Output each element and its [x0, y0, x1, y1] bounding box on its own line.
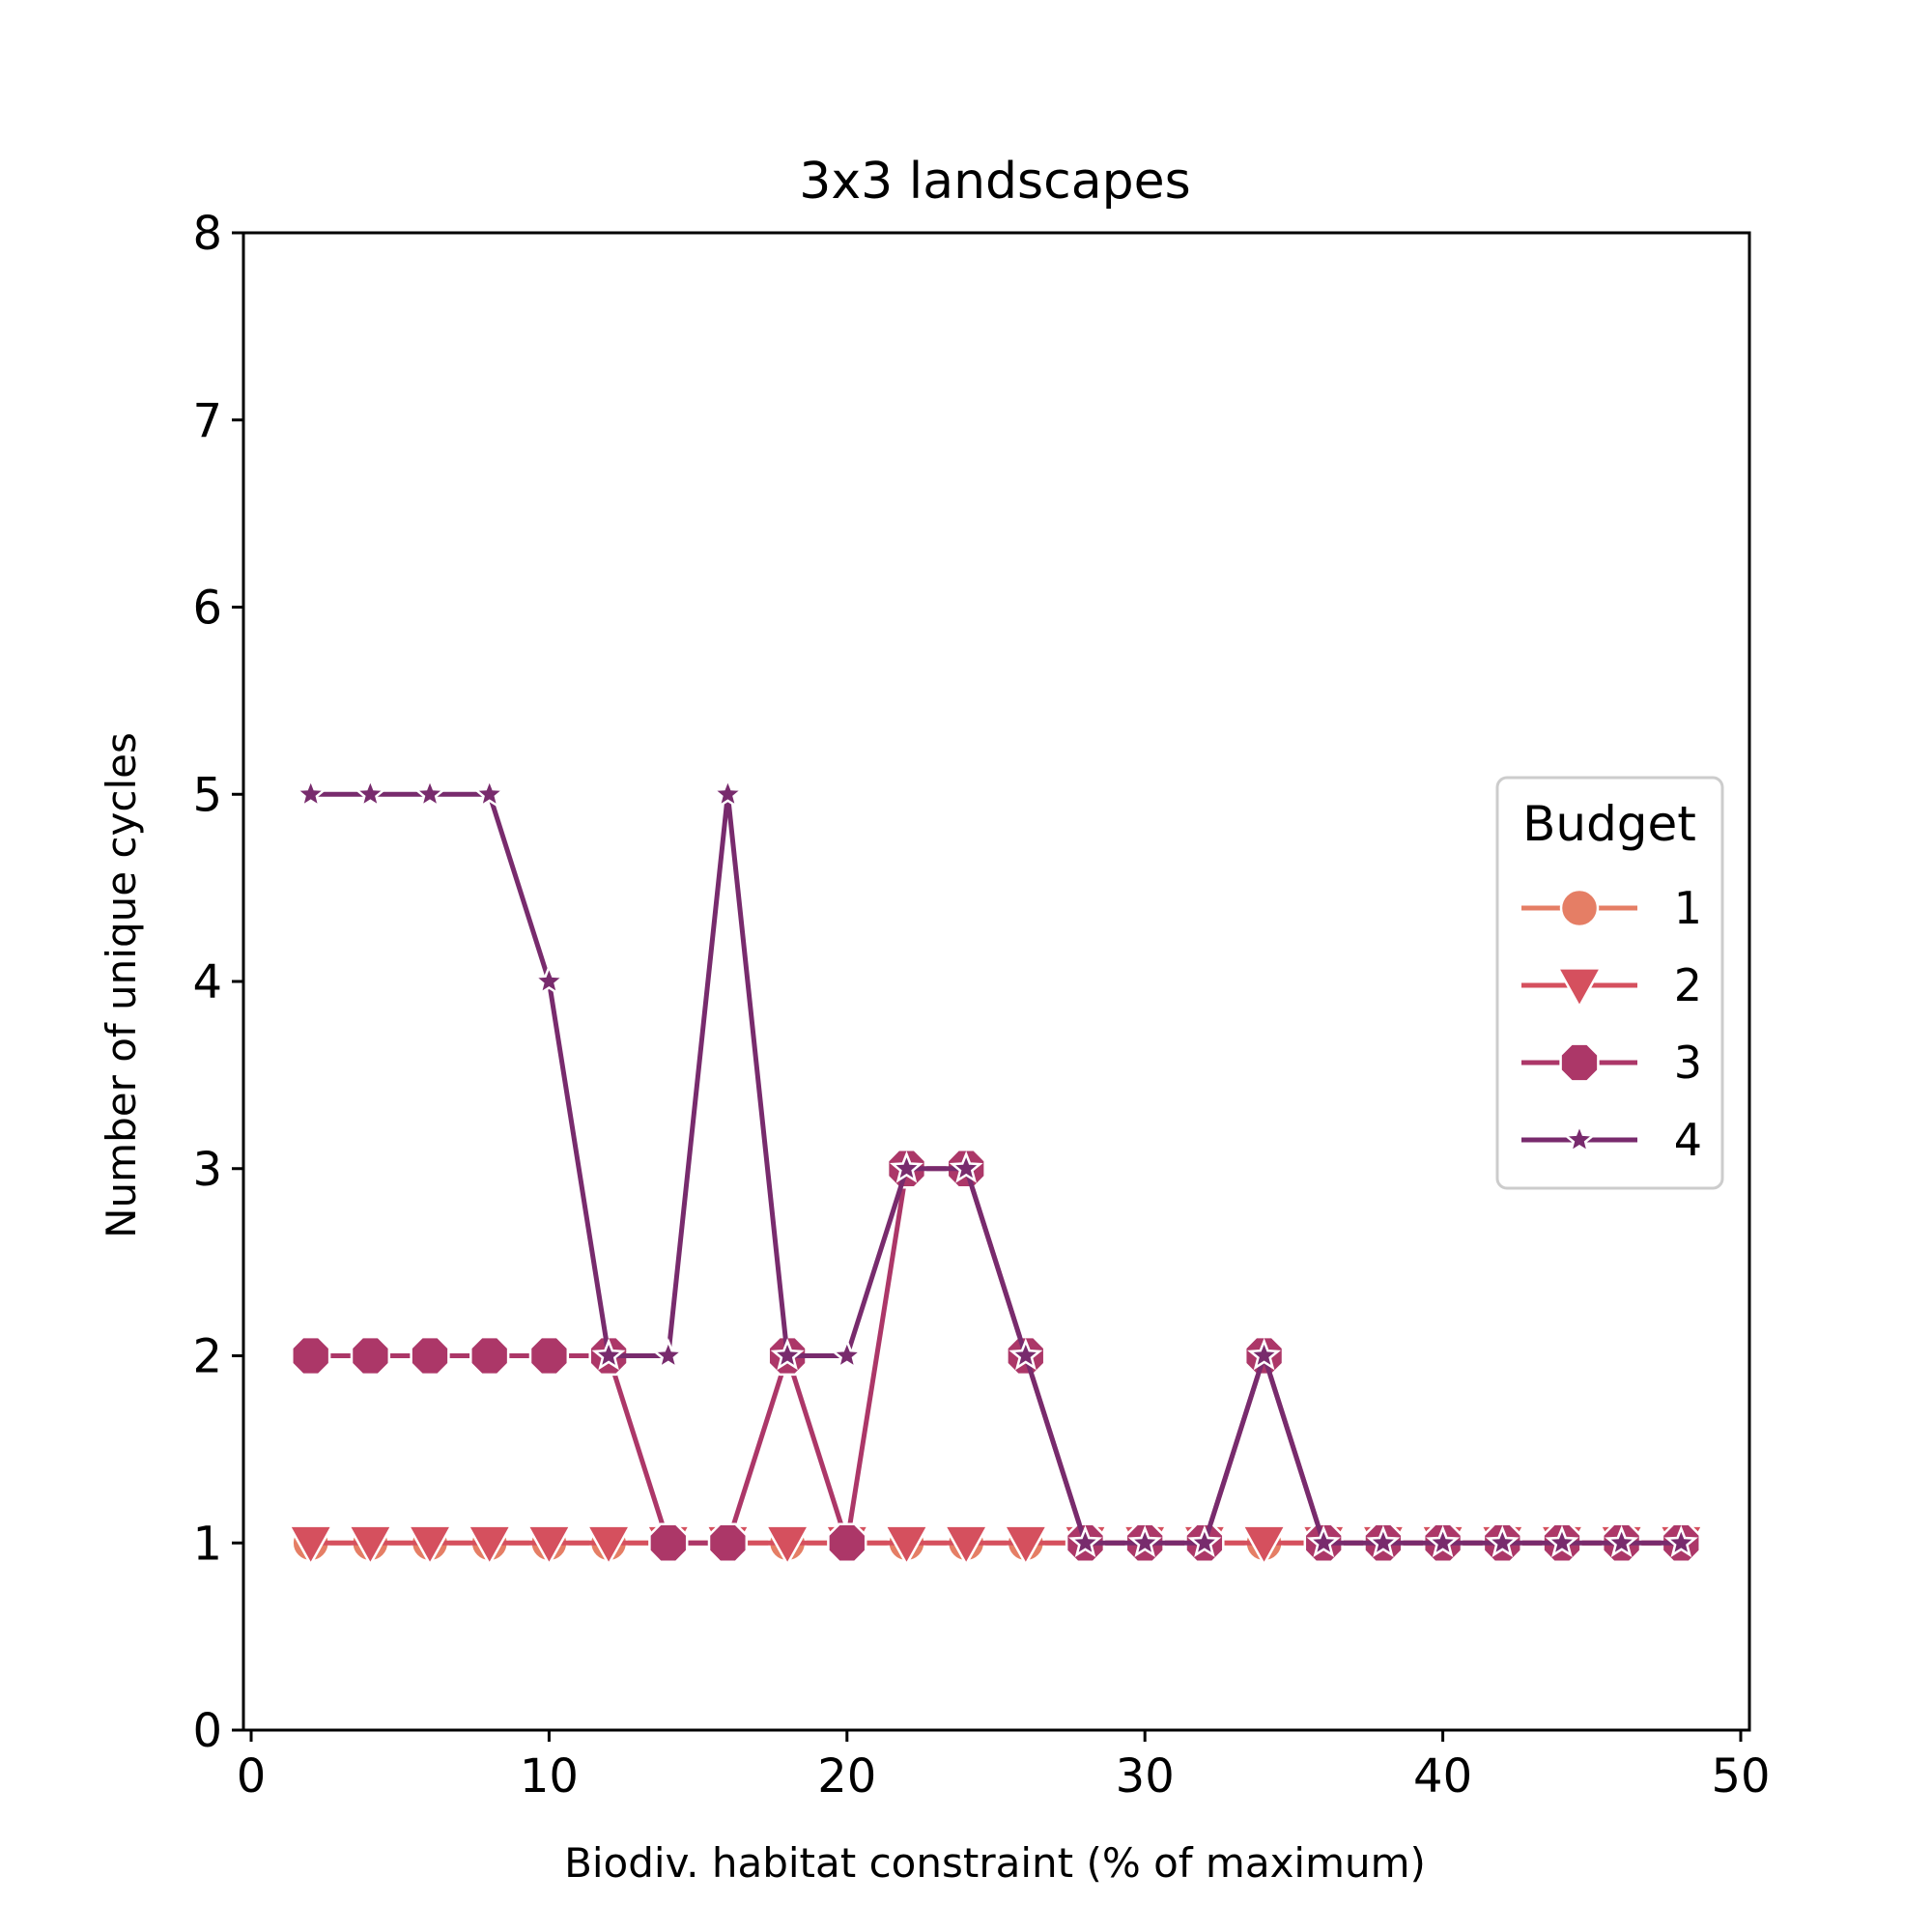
y-tick-label: 6 [192, 582, 222, 636]
triangle-marker [763, 1524, 811, 1567]
x-tick-label: 50 [1711, 1749, 1770, 1804]
legend-item-4: 4 [1521, 1114, 1702, 1166]
x-tick-label: 20 [817, 1749, 876, 1804]
star-marker [1187, 1524, 1222, 1558]
triangle-marker [526, 1524, 573, 1567]
x-tick-label: 40 [1413, 1749, 1472, 1804]
octagon-marker [827, 1522, 867, 1563]
octagon-marker [648, 1522, 689, 1563]
star-marker [531, 963, 566, 996]
legend-item-1: 1 [1521, 882, 1702, 934]
octagon-marker [528, 1335, 570, 1377]
star-marker [472, 776, 507, 810]
triangle-marker [287, 1524, 334, 1567]
star-marker [651, 1338, 686, 1371]
octagon-marker [410, 1335, 450, 1377]
star-marker [1068, 1524, 1103, 1558]
triangle-marker [466, 1524, 513, 1567]
star-marker [830, 1338, 865, 1371]
legend-item-3: 3 [1521, 1037, 1702, 1089]
legend-item-2: 2 [1521, 959, 1702, 1011]
star-marker [1127, 1524, 1162, 1558]
legend-label: 2 [1674, 959, 1702, 1011]
legend-entries: 1 2 3 4 [1521, 882, 1702, 1166]
star-marker [1306, 1524, 1341, 1558]
y-tick-label: 5 [192, 768, 222, 822]
octagon-marker [291, 1335, 331, 1377]
star-marker [1009, 1338, 1043, 1371]
y-tick-label: 0 [192, 1704, 222, 1758]
y-tick-label: 1 [192, 1517, 222, 1571]
star-marker [1485, 1524, 1520, 1558]
x-tick-label: 0 [237, 1749, 267, 1804]
star-marker [1366, 1524, 1401, 1558]
octagon-marker [707, 1522, 749, 1563]
triangle-marker [347, 1524, 394, 1567]
star-marker [294, 776, 328, 810]
y-tick-label: 2 [192, 1330, 222, 1384]
legend: Budget 1 2 3 4 [1495, 776, 1724, 1190]
triangle-marker [883, 1524, 930, 1567]
triangle-marker [1555, 967, 1604, 1009]
x-axis-label: Biodiv. habitat constraint (% of maximum… [564, 1839, 1426, 1887]
star-marker [1663, 1524, 1698, 1558]
legend-label: 3 [1674, 1037, 1702, 1089]
star-marker [412, 776, 447, 810]
chart-title: 3x3 landscapes [799, 153, 1190, 211]
x-tick-label: 30 [1116, 1749, 1175, 1804]
triangle-marker [943, 1524, 990, 1567]
x-axis-ticks: 0 10 20 30 40 50 [237, 1730, 1771, 1804]
triangle-marker [1002, 1524, 1049, 1567]
octagon-marker [1559, 1042, 1600, 1083]
triangle-marker [584, 1524, 633, 1567]
star-marker [353, 776, 387, 810]
y-tick-label: 8 [192, 207, 222, 261]
star-marker [889, 1151, 923, 1183]
legend-label: 1 [1674, 882, 1702, 934]
star-marker [770, 1338, 805, 1371]
y-tick-label: 4 [192, 955, 222, 1009]
plot-frame [242, 231, 1751, 1732]
y-tick-label: 7 [192, 394, 222, 448]
y-axis-ticks: 0 1 2 3 4 5 6 7 8 [192, 207, 243, 1758]
y-tick-label: 3 [192, 1143, 222, 1197]
y-axis-label: Number of unique cycles [98, 732, 145, 1238]
star-marker [591, 1338, 626, 1371]
star-marker [1562, 1122, 1597, 1154]
circle-marker [1559, 888, 1600, 928]
star-marker [1247, 1338, 1282, 1371]
legend-label: 4 [1674, 1114, 1702, 1166]
triangle-marker [1240, 1524, 1288, 1567]
star-marker [1545, 1524, 1579, 1558]
triangle-marker [406, 1524, 454, 1567]
x-tick-label: 10 [520, 1749, 579, 1804]
plot-series [287, 776, 1705, 1567]
octagon-marker [350, 1335, 391, 1377]
star-marker [949, 1151, 983, 1183]
star-marker [710, 776, 745, 810]
octagon-marker [469, 1335, 510, 1377]
series-budget-4 [294, 776, 1698, 1558]
legend-title: Budget [1522, 796, 1696, 852]
star-marker [1426, 1524, 1461, 1558]
star-marker [1605, 1524, 1639, 1558]
